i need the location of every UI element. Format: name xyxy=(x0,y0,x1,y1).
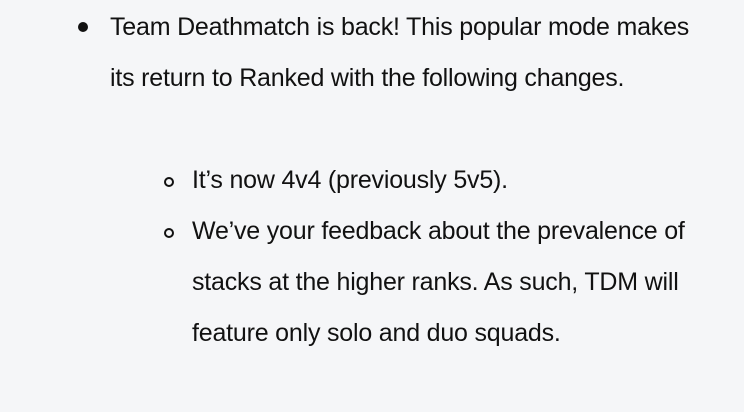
circle-bullet-icon xyxy=(164,228,174,238)
bullet-icon xyxy=(78,22,88,32)
list-item: Team Deathmatch is back! This popular mo… xyxy=(110,13,690,92)
sub-list-item: We’ve your feedback about the prevalence… xyxy=(192,217,685,347)
sub-list-item: It’s now 4v4 (previously 5v5). xyxy=(192,166,508,194)
circle-bullet-icon xyxy=(164,177,174,187)
